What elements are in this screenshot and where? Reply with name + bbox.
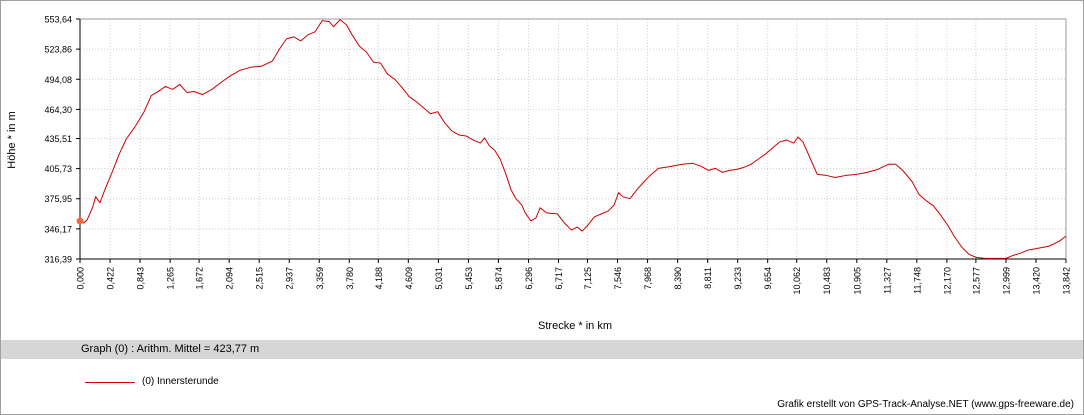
summary-bar: Graph (0) : Arithm. Mittel = 423,77 m	[1, 340, 1083, 359]
x-tick-label: 7,125	[583, 267, 593, 290]
y-axis-title-box: Höhe * in m	[0, 90, 24, 190]
y-tick-label: 523,86	[44, 45, 72, 55]
grid	[79, 18, 1067, 260]
x-tick-label: 10,905	[852, 267, 862, 295]
y-tick-label: 346,17	[44, 224, 72, 234]
y-tick-label: 316,39	[44, 255, 72, 265]
x-tick-label: 0,000	[76, 267, 86, 290]
series-layer	[76, 19, 1067, 259]
x-tick-label: 13,420	[1031, 267, 1041, 295]
x-tick-label: 6,717	[554, 267, 564, 290]
x-tick-label: 2,937	[285, 267, 295, 290]
x-tick-label: 6,296	[524, 267, 534, 290]
credit-text: Grafik erstellt von GPS-Track-Analyse.NE…	[777, 399, 1074, 410]
x-tick-label: 0,422	[106, 267, 116, 290]
plot-border-rect	[79, 18, 1067, 260]
x-tick-label: 8,390	[673, 267, 683, 290]
x-tick-label: 2,094	[225, 267, 235, 290]
x-tick-label: 9,233	[733, 267, 743, 290]
x-tick-label: 4,188	[374, 267, 384, 290]
x-tick-label: 9,654	[763, 267, 773, 290]
x-tick-label: 5,453	[464, 267, 474, 290]
legend-label: (0) Innersterunde	[142, 376, 219, 387]
x-tick-label: 11,748	[912, 267, 922, 294]
x-tick-label: 0,843	[136, 267, 146, 290]
y-axis-title: Höhe * in m	[6, 111, 18, 169]
x-tick-label: 5,874	[494, 267, 504, 290]
x-tick-label: 13,842	[1062, 267, 1072, 295]
x-tick-label: 7,546	[613, 267, 623, 290]
x-tick-label: 4,609	[404, 267, 414, 290]
elevation-line	[79, 19, 1067, 259]
x-tick-label: 10,483	[822, 267, 832, 295]
x-axis-ticks: 0,000 0,422 0,843 1,265 1,672 2,094 2,515 2,937…	[76, 259, 1072, 295]
y-tick-label: 435,51	[44, 134, 72, 144]
summary-text: Graph (0) : Arithm. Mittel = 423,77 m	[81, 343, 260, 355]
x-tick-label: 3,780	[345, 267, 355, 290]
x-tick-label: 11,327	[882, 267, 892, 294]
x-tick-label: 10,062	[792, 267, 802, 295]
x-tick-label: 2,515	[255, 267, 265, 290]
plot-area-border	[79, 18, 1067, 260]
x-tick-label: 12,577	[971, 267, 981, 295]
x-tick-label: 1,672	[195, 267, 205, 290]
x-axis-title: Strecke * in km	[538, 320, 612, 332]
x-tick-label: 12,999	[1001, 267, 1011, 295]
x-tick-label: 12,170	[942, 267, 952, 295]
y-tick-label: 464,30	[44, 105, 72, 115]
y-axis-ticks: 553,64 523,86 494,08 464,30 435,51 405,73 375,…	[44, 15, 80, 265]
y-tick-label: 375,95	[44, 194, 72, 204]
y-tick-label: 553,64	[44, 15, 72, 25]
start-marker	[76, 217, 84, 225]
x-tick-label: 5,031	[434, 267, 444, 290]
y-tick-label: 405,73	[44, 164, 72, 174]
x-tick-label: 3,359	[315, 267, 325, 290]
legend-swatch	[85, 382, 135, 383]
x-tick-label: 8,811	[703, 267, 713, 289]
x-tick-label: 1,265	[166, 267, 176, 290]
x-tick-label: 7,968	[643, 267, 653, 290]
y-tick-label: 494,08	[44, 75, 72, 85]
